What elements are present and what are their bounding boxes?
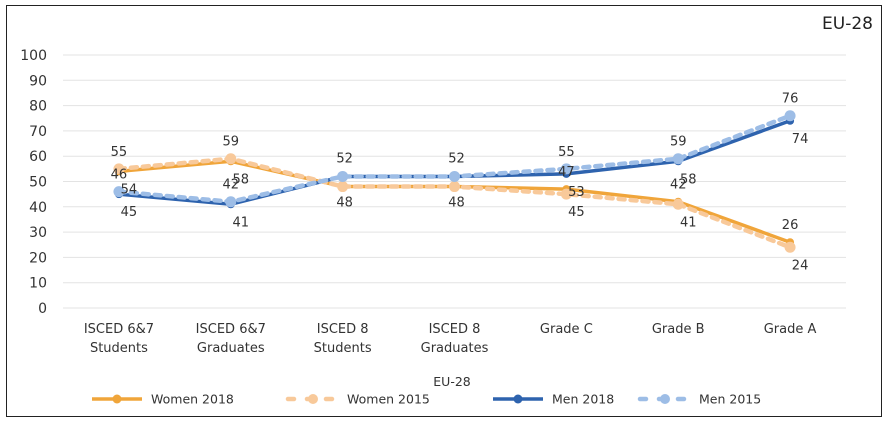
y-tick-label: 100: [20, 48, 47, 64]
data-point: [225, 153, 237, 165]
legend-marker: [308, 394, 318, 404]
legend-marker: [660, 394, 670, 404]
legend-item-women-2018: Women 2018: [92, 392, 234, 407]
x-tick-label: Students: [314, 341, 372, 356]
x-tick-label: ISCED 6&7: [84, 322, 154, 337]
data-label: 54: [121, 182, 138, 197]
data-point: [449, 170, 460, 182]
y-tick-label: 40: [29, 200, 47, 216]
y-tick-label: 20: [29, 250, 47, 266]
data-label: 41: [680, 215, 697, 230]
data-label: 48: [336, 196, 353, 211]
x-tick-label: ISCED 6&7: [196, 322, 266, 337]
legend-item-men-2015: Men 2015: [637, 392, 761, 407]
x-tick-label: Grade B: [652, 322, 705, 337]
x-axis-title: EU-28: [433, 374, 471, 389]
data-label: 45: [568, 205, 585, 220]
data-label: 26: [782, 218, 799, 233]
legend-item-women-2015: Women 2015: [285, 392, 430, 407]
data-point: [784, 241, 796, 253]
y-tick-label: 90: [29, 73, 47, 89]
data-label: 74: [792, 132, 809, 147]
data-label: 24: [792, 258, 809, 273]
legend-item-men-2018: Men 2018: [493, 392, 614, 407]
data-label: 52: [336, 151, 353, 166]
data-point: [560, 188, 572, 200]
x-tick-label: ISCED 8: [317, 322, 369, 337]
data-label: 48: [448, 196, 465, 211]
corner-label: EU-28: [822, 14, 873, 34]
data-point: [784, 110, 796, 122]
chart-frame: [6, 5, 882, 417]
legend-marker: [112, 394, 122, 404]
data-point: [449, 181, 460, 193]
data-label: 59: [223, 135, 240, 150]
data-point: [337, 181, 349, 193]
data-label: 42: [223, 178, 240, 193]
data-label: 58: [680, 172, 697, 187]
y-tick-label: 10: [29, 276, 47, 292]
legend-label: Men 2018: [552, 392, 614, 407]
data-label: 59: [670, 135, 687, 150]
x-tick-label: ISCED 8: [429, 322, 481, 337]
data-label: 52: [448, 151, 465, 166]
legend-label: Women 2018: [151, 392, 234, 407]
legend-marker: [513, 394, 523, 404]
data-label: 42: [670, 178, 687, 193]
data-point: [560, 163, 572, 175]
y-tick-label: 30: [29, 225, 47, 241]
data-label: 53: [568, 185, 585, 200]
data-label: 55: [558, 145, 575, 160]
x-tick-label: Students: [90, 341, 148, 356]
data-label: 58: [233, 172, 250, 187]
y-tick-label: 70: [29, 124, 47, 140]
x-tick-label: Grade A: [764, 322, 817, 337]
data-point: [672, 153, 684, 165]
data-label: 55: [111, 145, 128, 160]
x-tick-label: Grade C: [540, 322, 593, 337]
data-point: [113, 163, 125, 175]
x-tick-label: Graduates: [421, 341, 489, 356]
data-label: 46: [111, 168, 128, 183]
data-point: [225, 196, 237, 208]
y-tick-label: 50: [29, 175, 47, 191]
legend-label: Men 2015: [699, 392, 761, 407]
y-tick-label: 60: [29, 149, 47, 165]
data-label: 47: [558, 165, 575, 180]
data-label: 41: [233, 215, 250, 230]
data-label: 45: [121, 205, 138, 220]
legend-label: Women 2015: [347, 392, 430, 407]
y-tick-label: 0: [38, 301, 47, 317]
x-tick-label: Graduates: [197, 341, 265, 356]
data-point: [672, 198, 684, 210]
data-point: [337, 170, 349, 182]
y-tick-label: 80: [29, 99, 47, 115]
data-label: 76: [782, 92, 799, 107]
data-point: [113, 186, 125, 198]
